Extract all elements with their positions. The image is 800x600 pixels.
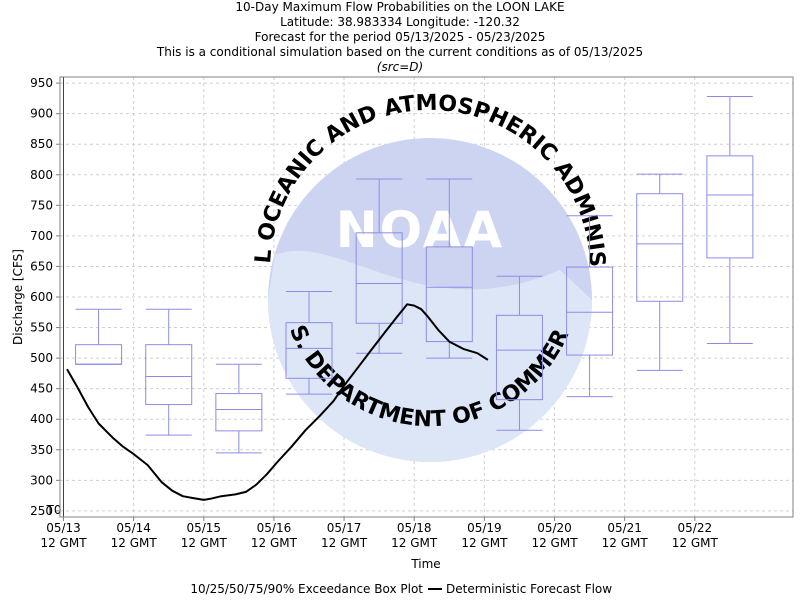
t0-marker: T0 <box>46 77 65 517</box>
y-tick-label: 900 <box>30 107 53 121</box>
chart-condition-note: This is a conditional simulation based o… <box>156 45 644 59</box>
x-tick-label: 05/21 <box>607 521 642 535</box>
watermark-logo-text: NOAA <box>336 201 504 259</box>
y-tick-label: 750 <box>30 198 53 212</box>
box-plots <box>75 96 754 454</box>
box-plot <box>495 275 543 431</box>
box-plot <box>285 291 333 395</box>
box-iqr <box>706 155 754 259</box>
legend-box-label: 10/25/50/75/90% Exceedance Box Plot <box>190 582 423 596</box>
x-tick-sublabel: 12 GMT <box>461 536 508 550</box>
y-tick-label: 850 <box>30 137 53 151</box>
y-tick-label: 300 <box>30 473 53 487</box>
x-tick-sublabel: 12 GMT <box>181 536 228 550</box>
x-tick-sublabel: 12 GMT <box>602 536 649 550</box>
y-axis: 250 300 350 400 450 500 550 600 650 700 750 800 850 9… <box>30 76 60 518</box>
box-plot <box>145 308 193 436</box>
x-tick-label: 05/18 <box>397 521 432 535</box>
box-iqr <box>355 232 403 324</box>
box-iqr <box>285 322 333 379</box>
box-plot <box>215 363 263 454</box>
legend: 10/25/50/75/90% Exceedance Box Plot Dete… <box>190 582 612 596</box>
box-plot <box>75 308 123 365</box>
y-tick-label: 450 <box>30 382 53 396</box>
x-tick-label: 05/15 <box>186 521 221 535</box>
y-tick-label: 500 <box>30 351 53 365</box>
chart-location: Latitude: 38.983334 Longitude: -120.32 <box>280 15 520 29</box>
y-tick-label: 600 <box>30 290 53 304</box>
x-tick-label: 05/20 <box>537 521 572 535</box>
box-iqr <box>495 314 543 401</box>
x-axis-label: Time <box>410 557 440 571</box>
x-tick-sublabel: 12 GMT <box>321 536 368 550</box>
box-plot <box>566 215 614 398</box>
x-tick-sublabel: 12 GMT <box>531 536 578 550</box>
x-tick-sublabel: 12 GMT <box>391 536 438 550</box>
x-tick-label: 05/19 <box>467 521 502 535</box>
box-plot <box>706 96 754 344</box>
box-plot <box>355 178 403 354</box>
box-iqr <box>636 193 684 302</box>
y-tick-label: 950 <box>30 76 53 90</box>
x-tick-label: 05/22 <box>678 521 713 535</box>
x-tick-label: 05/17 <box>327 521 362 535</box>
y-axis-label: Discharge [CFS] <box>11 249 25 345</box>
y-tick-label: 550 <box>30 321 53 335</box>
chart-title: 10-Day Maximum Flow Probabilities on the… <box>235 0 565 14</box>
t0-label: T0 <box>46 503 62 517</box>
y-tick-label: 400 <box>30 412 53 426</box>
legend-line-label: Deterministic Forecast Flow <box>446 582 612 596</box>
watermark-wave <box>268 250 592 462</box>
x-tick-sublabel: 12 GMT <box>111 536 158 550</box>
x-tick-label: 05/14 <box>116 521 151 535</box>
y-tick-label: 350 <box>30 443 53 457</box>
x-tick-label: 05/13 <box>46 521 81 535</box>
chart-source: (src=D) <box>376 60 424 74</box>
x-tick-label: 05/16 <box>257 521 292 535</box>
box-iqr <box>215 393 263 432</box>
y-tick-label: 250 <box>30 504 53 518</box>
box-iqr <box>145 344 193 406</box>
deterministic-forecast-line <box>66 303 489 501</box>
x-tick-sublabel: 12 GMT <box>40 536 87 550</box>
box-iqr <box>566 266 614 356</box>
chart-period: Forecast for the period 05/13/2025 - 05/… <box>254 30 546 44</box>
y-tick-label: 700 <box>30 229 53 243</box>
x-tick-sublabel: 12 GMT <box>251 536 298 550</box>
chart-title-block: 10-Day Maximum Flow Probabilities on the… <box>0 0 800 75</box>
y-tick-label: 800 <box>30 168 53 182</box>
deterministic-forecast <box>66 303 489 501</box>
y-tick-label: 650 <box>30 259 53 273</box>
x-tick-sublabel: 12 GMT <box>672 536 719 550</box>
box-plot <box>636 173 684 371</box>
